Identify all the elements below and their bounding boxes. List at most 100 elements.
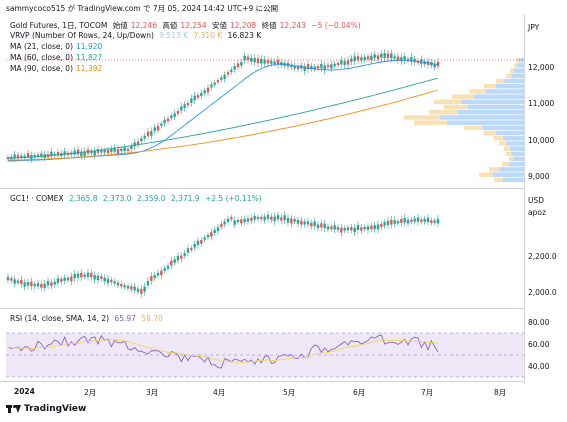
candle xyxy=(320,63,323,69)
currency-usd[interactable]: USD xyxy=(528,196,545,205)
candle xyxy=(260,216,263,219)
candle xyxy=(193,243,196,248)
candle xyxy=(123,285,126,288)
vrvp-bar-down xyxy=(504,146,510,151)
candle xyxy=(220,77,223,80)
candle xyxy=(306,221,310,225)
vrvp-bar-down xyxy=(489,167,500,172)
candle xyxy=(43,283,46,288)
candle xyxy=(126,285,130,289)
candle xyxy=(360,57,363,61)
candle xyxy=(10,278,13,281)
candle xyxy=(306,64,310,70)
candle xyxy=(73,150,76,155)
vrvp-bar-down xyxy=(494,177,503,183)
candle xyxy=(416,217,420,222)
pane-divider[interactable] xyxy=(0,308,524,309)
candle xyxy=(263,59,266,64)
vrvp-bar-down xyxy=(429,110,458,115)
candle xyxy=(290,64,293,68)
candle xyxy=(203,90,206,94)
candle xyxy=(213,229,216,233)
rsi-legend[interactable]: RSI (14, close, SMA, 14, 2) 65.97 58.70 xyxy=(10,314,163,323)
vrvp-bar-up xyxy=(482,125,524,131)
vrvp-bar-down xyxy=(502,162,509,167)
candle xyxy=(60,278,63,282)
currency-jpy[interactable]: JPY xyxy=(528,23,540,32)
candle xyxy=(420,219,423,222)
ma21-legend[interactable]: MA (21, close, 0) 11,920 xyxy=(10,42,103,51)
candle xyxy=(270,60,273,64)
candle xyxy=(383,222,386,226)
candle xyxy=(376,224,380,230)
time-axis-border xyxy=(0,381,524,382)
ma90-legend[interactable]: MA (90, close, 0) 11,392 xyxy=(10,64,103,73)
candle xyxy=(253,58,256,63)
candle xyxy=(393,220,396,224)
candle xyxy=(310,222,313,227)
candle xyxy=(403,217,406,223)
vrvp-bar-up xyxy=(503,136,524,141)
candle xyxy=(176,110,180,114)
candle xyxy=(16,280,20,283)
candle xyxy=(263,216,266,221)
vrvp-bar-down xyxy=(509,156,514,162)
vrvp-bar-up xyxy=(504,78,524,84)
candle xyxy=(76,273,80,278)
vrvp-legend[interactable]: VRVP (Number Of Rows, 24, Up/Down) 9.513… xyxy=(10,31,262,40)
candle xyxy=(90,272,93,278)
candle xyxy=(140,288,143,294)
candle xyxy=(390,53,393,59)
candle xyxy=(370,225,373,230)
candle xyxy=(30,281,33,287)
candle xyxy=(123,147,126,152)
candle xyxy=(103,277,106,282)
candle xyxy=(140,138,143,142)
symbol-title[interactable]: Gold Futures, 1日, TOCOM xyxy=(10,21,108,30)
y-tick: 11,000 xyxy=(528,99,555,108)
candle xyxy=(150,276,153,281)
x-tick: 8月 xyxy=(494,388,507,397)
candle xyxy=(296,219,300,224)
x-tick: 2024 xyxy=(14,387,35,396)
candle xyxy=(336,227,340,230)
candle xyxy=(163,268,166,271)
candle xyxy=(193,95,196,101)
candle xyxy=(413,218,416,222)
candle xyxy=(50,282,53,286)
candle xyxy=(400,57,403,62)
candle xyxy=(433,63,436,68)
candle xyxy=(176,255,180,261)
vrvp-bar-up xyxy=(514,68,524,73)
candle xyxy=(40,283,43,288)
candle xyxy=(96,275,100,281)
pane-divider[interactable] xyxy=(0,188,524,189)
candle xyxy=(206,235,210,238)
vrvp-bar-up xyxy=(511,73,524,79)
vrvp-bar-down xyxy=(444,104,468,110)
candle xyxy=(20,155,23,159)
candle xyxy=(366,56,370,60)
candle xyxy=(130,145,133,149)
candle xyxy=(83,151,86,157)
candle xyxy=(80,272,83,278)
y-tick: 80.00 xyxy=(528,318,550,327)
candle xyxy=(23,282,26,287)
candle xyxy=(106,278,110,284)
candle xyxy=(296,65,300,70)
candle xyxy=(70,276,73,282)
vrvp-bar-up xyxy=(496,130,524,136)
candle xyxy=(273,61,276,64)
comex-title[interactable]: GC1! · COMEX xyxy=(10,194,64,203)
vrvp-bar-down xyxy=(516,58,519,63)
candle xyxy=(166,118,170,122)
ma60-legend[interactable]: MA (60, close, 0) 11,827 xyxy=(10,53,103,62)
candle xyxy=(426,217,430,223)
candle xyxy=(363,56,366,60)
candle xyxy=(90,150,93,154)
candle xyxy=(393,56,396,59)
candle xyxy=(243,56,246,61)
candle xyxy=(280,217,283,221)
currency-sub: apoz xyxy=(528,208,546,217)
